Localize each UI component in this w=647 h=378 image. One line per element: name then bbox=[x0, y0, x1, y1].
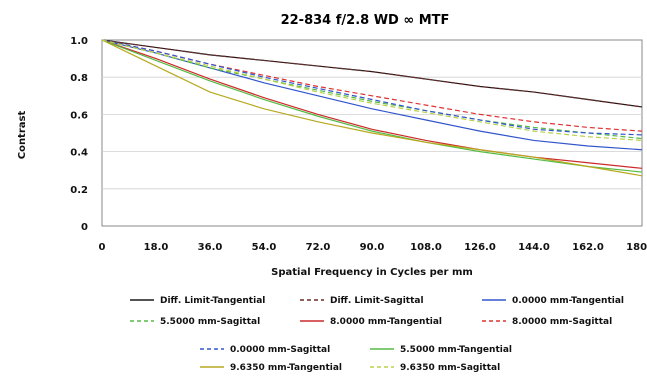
x-tick-label: 54.0 bbox=[252, 242, 277, 253]
chart-title: 22-834 f/2.8 WD ∞ MTF bbox=[281, 13, 450, 28]
legend-label: 8.0000 mm-Tangential bbox=[330, 317, 442, 327]
series-line-9 bbox=[101, 39, 643, 142]
legend-label: 5.5000 mm-Sagittal bbox=[160, 317, 260, 327]
series-line-4 bbox=[101, 39, 643, 169]
grid-lines bbox=[102, 76, 642, 190]
legend-label: 0.0000 mm-Sagittal bbox=[230, 345, 330, 355]
y-axis-label: Contrast bbox=[17, 111, 28, 160]
y-tick-label: 0.8 bbox=[70, 73, 88, 84]
x-tick-label: 90.0 bbox=[360, 242, 385, 253]
legend-label: 8.0000 mm-Sagittal bbox=[512, 317, 612, 327]
y-tick-label: 0 bbox=[81, 222, 88, 233]
series-lines bbox=[101, 39, 643, 177]
series-line-1 bbox=[101, 39, 643, 108]
x-axis-ticks: 0 18.0 36.0 54.0 72.0 90.0 108.0 126.0 144.0 162.… bbox=[99, 242, 647, 253]
y-tick-label: 0.2 bbox=[70, 185, 88, 196]
y-tick-label: 0.4 bbox=[70, 148, 88, 159]
legend-label: Diff. Limit-Sagittal bbox=[330, 296, 424, 306]
x-axis-label: Spatial Frequency in Cycles per mm bbox=[271, 267, 473, 278]
x-tick-label: 126.0 bbox=[464, 242, 496, 253]
series-line-7 bbox=[101, 39, 643, 173]
legend: Diff. Limit-Tangential Diff. Limit-Sagitt… bbox=[130, 296, 624, 373]
series-line-3 bbox=[101, 39, 643, 140]
series-line-6 bbox=[101, 39, 643, 136]
x-tick-label: 0 bbox=[99, 242, 106, 253]
x-tick-label: 162.0 bbox=[572, 242, 604, 253]
x-tick-label: 180.0 bbox=[626, 242, 647, 253]
plot-area bbox=[101, 39, 643, 227]
y-axis-ticks: 0 0.2 0.4 0.6 0.8 1.0 bbox=[70, 36, 88, 233]
legend-label: 9.6350 mm-Sagittal bbox=[400, 363, 500, 373]
x-tick-label: 72.0 bbox=[306, 242, 331, 253]
legend-label: 0.0000 mm-Tangential bbox=[512, 296, 624, 306]
x-tick-label: 36.0 bbox=[198, 242, 223, 253]
x-tick-label: 144.0 bbox=[518, 242, 550, 253]
x-tick-label: 18.0 bbox=[144, 242, 169, 253]
x-tick-label: 108.0 bbox=[410, 242, 442, 253]
legend-label: Diff. Limit-Tangential bbox=[160, 296, 265, 306]
legend-label: 5.5000 mm-Tangential bbox=[400, 345, 512, 355]
legend-label: 9.6350 mm-Tangential bbox=[230, 363, 342, 373]
y-tick-label: 0.6 bbox=[70, 110, 88, 121]
series-line-8 bbox=[101, 39, 643, 177]
y-tick-label: 1.0 bbox=[70, 36, 88, 47]
